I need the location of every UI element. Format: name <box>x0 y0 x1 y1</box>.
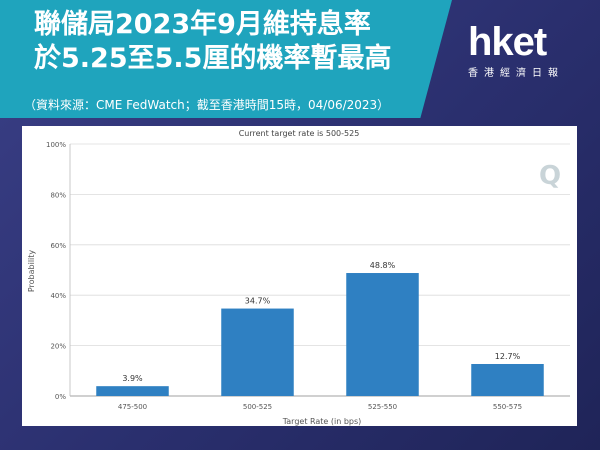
bar-500-525 <box>221 308 294 396</box>
bar-chart: Current target rate is 500-525 Q 0% 20% 40… <box>27 129 570 426</box>
x-tick-label: 550-575 <box>493 403 522 411</box>
y-tick-label: 60% <box>50 242 66 250</box>
headline-line-2: 於5.25至5.5厘的機率暫最高 <box>34 43 392 74</box>
logo-subtitle: 香港經濟日報 <box>468 68 564 79</box>
hket-logo: hket 香港經濟日報 <box>468 22 564 79</box>
x-tick-label: 525-550 <box>368 403 397 411</box>
value-label: 12.7% <box>495 352 521 361</box>
y-tick-label: 40% <box>50 292 66 300</box>
value-label: 48.8% <box>370 261 396 270</box>
title-banner <box>0 0 452 118</box>
chart-panel: Current target rate is 500-525 Q 0% 20% 40… <box>22 126 577 426</box>
x-axis-label: Target Rate (in bps) <box>282 417 362 426</box>
y-axis-ticks: 0% 20% 40% 60% 80% 100% <box>46 141 66 401</box>
x-tick-label: 475-500 <box>118 403 147 411</box>
value-label: 3.9% <box>122 374 143 383</box>
bar-550-575 <box>471 363 544 396</box>
bar-475-500 <box>96 386 169 396</box>
watermark-q-icon: Q <box>539 161 561 191</box>
y-tick-label: 80% <box>50 191 66 199</box>
value-labels: 3.9% 34.7% 48.8% 12.7% <box>122 261 520 383</box>
chart-title: Current target rate is 500-525 <box>239 129 360 138</box>
x-axis-ticks: 475-500 500-525 525-550 550-575 <box>118 403 522 411</box>
bar-525-550 <box>346 273 419 396</box>
y-tick-label: 20% <box>50 343 66 351</box>
logo-wordmark: hket <box>468 20 547 64</box>
y-tick-label: 100% <box>46 141 66 149</box>
headline: 聯儲局2023年9月維持息率 於5.25至5.5厘的機率暫最高 <box>34 8 454 76</box>
value-label: 34.7% <box>245 297 271 306</box>
headline-line-1: 聯儲局2023年9月維持息率 <box>34 9 371 40</box>
bars <box>96 273 544 396</box>
y-tick-label: 0% <box>55 393 66 401</box>
source-note: （資料來源：CME FedWatch；截至香港時間15時，04/06/2023） <box>24 98 390 112</box>
x-tick-label: 500-525 <box>243 403 272 411</box>
y-axis-label: Probability <box>27 250 36 293</box>
